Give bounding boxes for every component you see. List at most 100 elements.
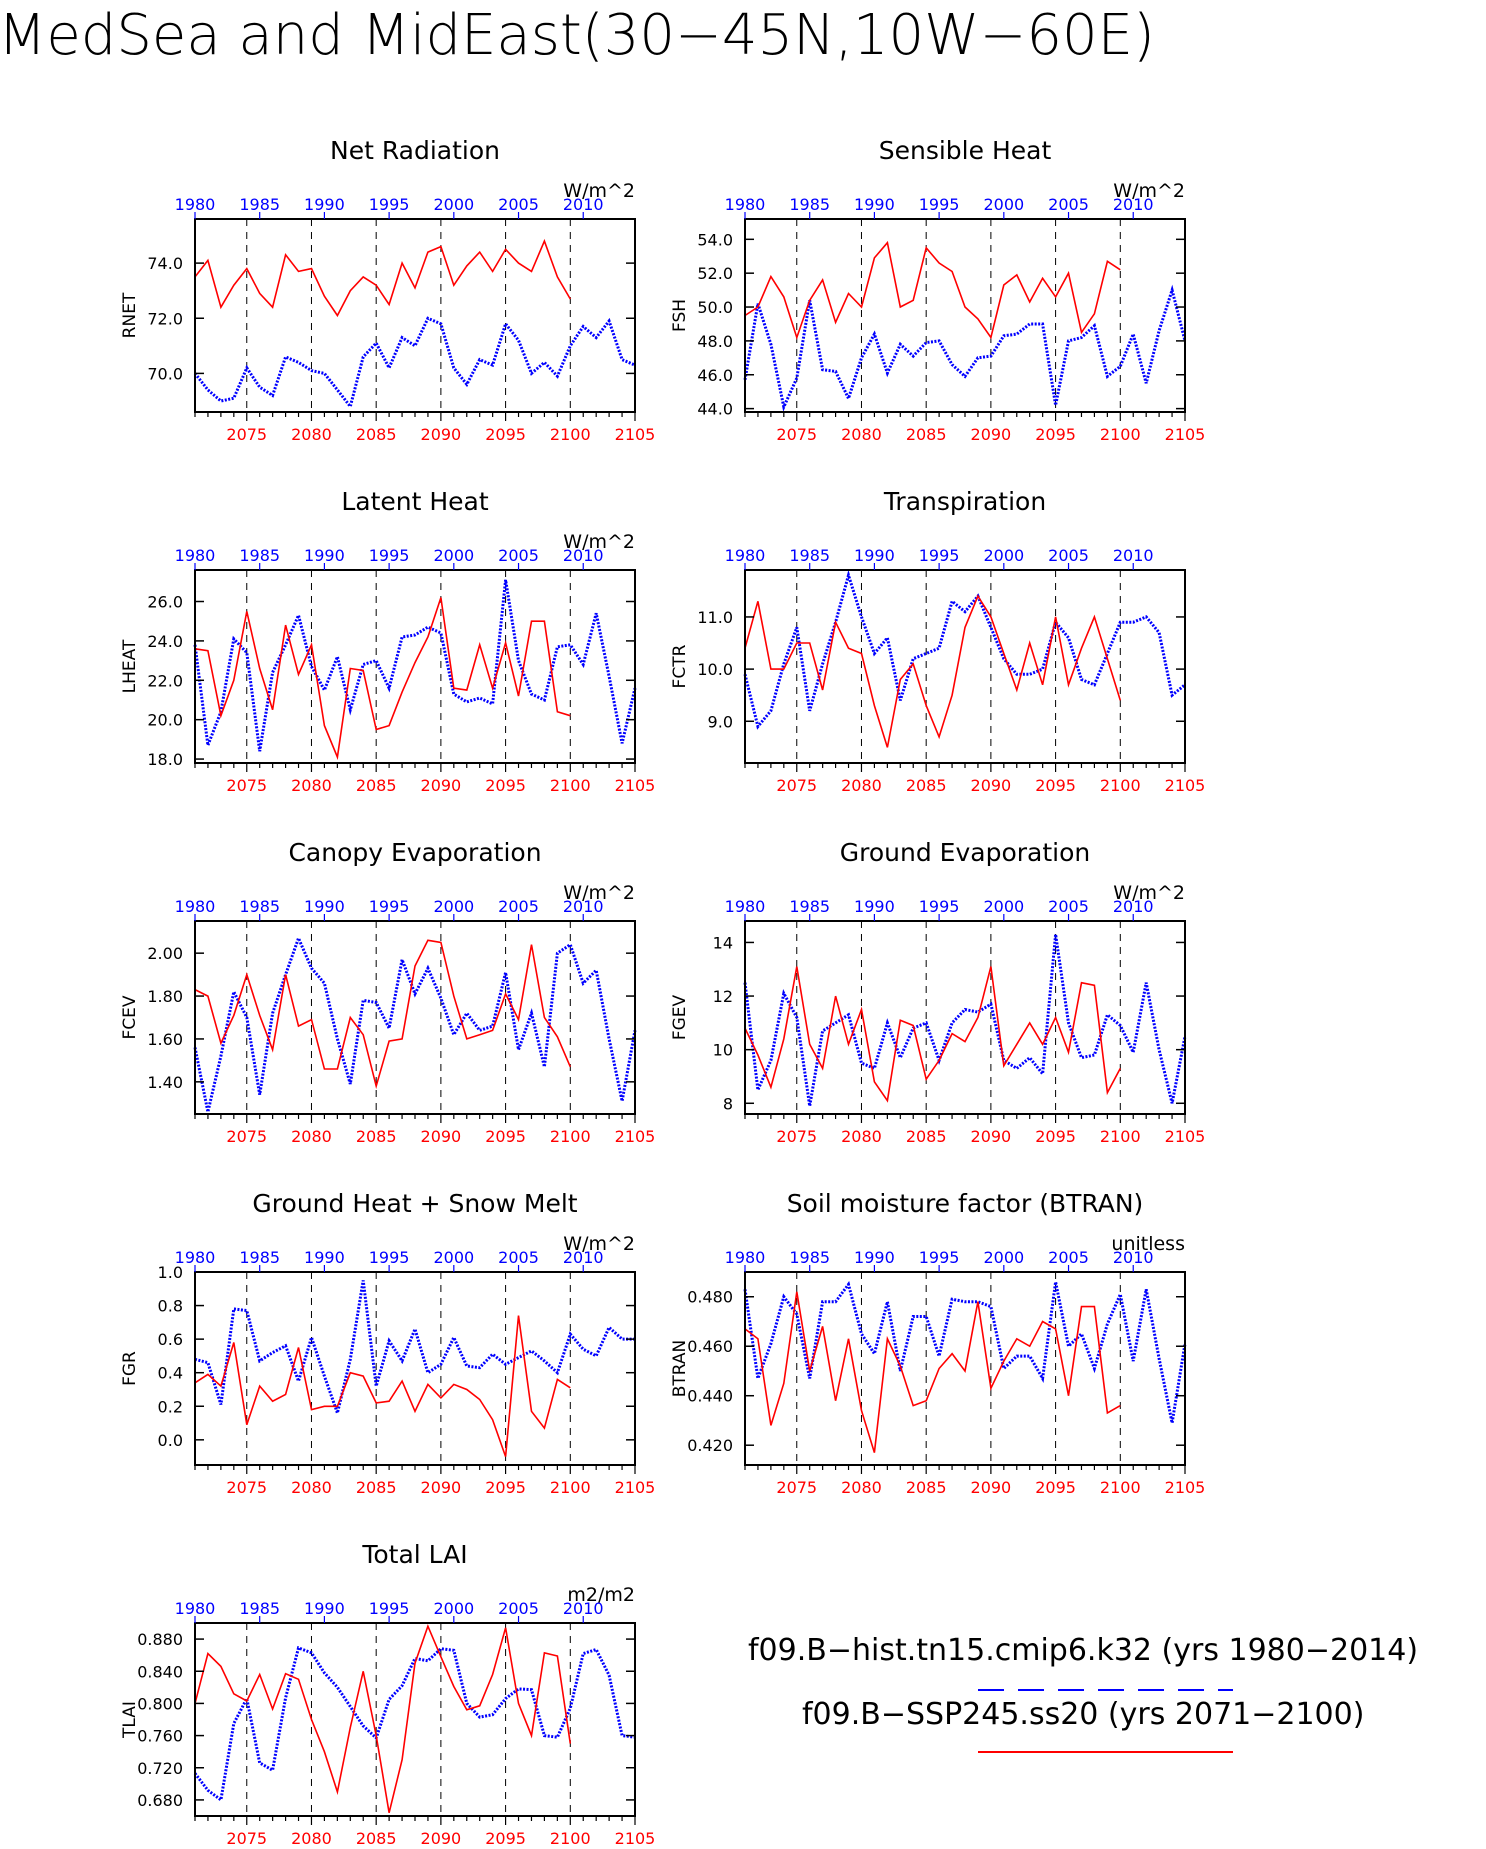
- x-top-label: 2010: [1113, 897, 1154, 916]
- x-bottom-label: 2100: [1100, 1127, 1141, 1146]
- x-bottom-label: 2095: [485, 1478, 526, 1497]
- x-top-label: 1995: [369, 195, 410, 214]
- panel-fctr: Transpiration FCTR 9.0 10.0 11.0 2075 2080 2085…: [670, 487, 1205, 795]
- y-tick-label: 0.420: [687, 1436, 733, 1455]
- x-top-label: 2005: [1048, 1248, 1089, 1267]
- x-top-label: 2010: [563, 897, 604, 916]
- panel-ylabel: FSH: [670, 299, 690, 332]
- x-bottom-label: 2090: [971, 776, 1012, 795]
- x-top-label: 1980: [725, 897, 766, 916]
- x-bottom-label: 2105: [615, 1127, 656, 1146]
- series-hist-line: [193, 579, 637, 752]
- y-tick-label: 0.460: [687, 1337, 733, 1356]
- y-tick-label: 1.40: [147, 1073, 183, 1092]
- x-top-label: 1990: [304, 1599, 345, 1618]
- x-top-label: 1990: [854, 897, 895, 916]
- x-bottom-label: 2100: [1100, 425, 1141, 444]
- series-future-line: [194, 597, 571, 761]
- x-top-label: 1980: [175, 546, 216, 565]
- plot-frame: [744, 569, 1186, 764]
- y-tick-label: 2.00: [147, 944, 183, 963]
- x-top-label: 1985: [239, 195, 280, 214]
- y-tick-label: 74.0: [147, 254, 183, 273]
- panel-units: W/m^2: [563, 1233, 635, 1255]
- panel-ylabel: TLAI: [120, 1701, 140, 1739]
- x-bottom-label: 2085: [356, 1829, 397, 1848]
- x-bottom-label: 2090: [421, 1829, 462, 1848]
- y-tick-label: 0.760: [137, 1727, 183, 1746]
- x-top-label: 1985: [239, 1248, 280, 1267]
- series-hist-line: [743, 284, 1187, 412]
- x-top-label: 1990: [304, 1248, 345, 1267]
- series-future-line: [194, 1623, 572, 1813]
- x-bottom-label: 2105: [1165, 425, 1206, 444]
- x-top-label: 2000: [983, 1248, 1024, 1267]
- x-top-label: 2000: [433, 1248, 474, 1267]
- x-bottom-label: 2080: [291, 1127, 332, 1146]
- x-top-label: 1980: [175, 195, 216, 214]
- y-tick-label: 54.0: [697, 230, 733, 249]
- x-bottom-label: 2080: [841, 425, 882, 444]
- series-hist-line: [743, 569, 1186, 730]
- y-tick-label: 10.0: [697, 660, 733, 679]
- x-bottom-label: 2080: [841, 776, 882, 795]
- x-top-label: 1990: [304, 195, 345, 214]
- panel-ylabel: RNET: [120, 292, 140, 338]
- y-tick-label: 1.80: [147, 987, 183, 1006]
- panel-title: Transpiration: [883, 487, 1046, 516]
- legend-future-label: f09.B−SSP245.ss20 (yrs 2071−2100): [802, 1697, 1364, 1732]
- x-bottom-label: 2090: [971, 1478, 1012, 1497]
- x-top-label: 2005: [498, 897, 539, 916]
- panel-units: W/m^2: [563, 882, 635, 904]
- x-bottom-label: 2095: [1035, 425, 1076, 444]
- x-bottom-label: 2100: [1100, 1478, 1141, 1497]
- x-bottom-label: 2090: [421, 425, 462, 444]
- x-top-label: 1990: [854, 546, 895, 565]
- x-bottom-label: 2085: [906, 425, 947, 444]
- y-tick-label: 11.0: [697, 608, 733, 627]
- panel-title: Ground Evaporation: [840, 838, 1090, 867]
- x-bottom-label: 2095: [485, 1829, 526, 1848]
- x-top-label: 1985: [239, 546, 280, 565]
- y-tick-label: 12: [713, 987, 733, 1006]
- series-future-line: [744, 594, 1122, 748]
- x-bottom-label: 2075: [226, 1127, 267, 1146]
- x-bottom-label: 2080: [841, 1127, 882, 1146]
- panel-fgr: Ground Heat + Snow Melt W/m^2 FGR 0.0 0.2 0.4…: [120, 1189, 655, 1497]
- y-tick-label: 1.60: [147, 1030, 183, 1049]
- panel-title: Canopy Evaporation: [288, 838, 541, 867]
- x-top-label: 2010: [563, 1248, 604, 1267]
- x-bottom-label: 2100: [550, 1127, 591, 1146]
- y-tick-label: 0.840: [137, 1662, 183, 1681]
- figure-title: MedSea and MidEast(30−45N,10W−60E): [0, 3, 1155, 68]
- x-bottom-label: 2095: [1035, 1478, 1076, 1497]
- plot-frame: [744, 920, 1186, 1115]
- panel-ylabel: LHEAT: [120, 639, 140, 693]
- x-top-label: 2010: [563, 1599, 604, 1618]
- x-bottom-label: 2100: [550, 776, 591, 795]
- y-tick-label: 0.880: [137, 1630, 183, 1649]
- x-top-label: 2010: [1113, 195, 1154, 214]
- x-top-label: 1980: [175, 1248, 216, 1267]
- x-top-label: 2010: [563, 195, 604, 214]
- x-bottom-label: 2090: [421, 776, 462, 795]
- x-bottom-label: 2105: [1165, 776, 1206, 795]
- x-top-label: 1980: [175, 897, 216, 916]
- x-bottom-label: 2105: [615, 1829, 656, 1848]
- x-bottom-label: 2075: [226, 1478, 267, 1497]
- x-top-label: 1980: [175, 1599, 216, 1618]
- y-tick-label: 0.4: [158, 1364, 183, 1383]
- panel-ylabel: BTRAN: [670, 1340, 690, 1398]
- y-tick-label: 9.0: [708, 712, 733, 731]
- x-top-label: 2005: [498, 1248, 539, 1267]
- x-top-label: 2005: [498, 195, 539, 214]
- y-tick-label: 0.480: [687, 1288, 733, 1307]
- y-tick-label: 0.6: [158, 1330, 183, 1349]
- y-tick-label: 72.0: [147, 309, 183, 328]
- x-top-label: 1995: [919, 1248, 960, 1267]
- panel-title: Latent Heat: [341, 487, 489, 516]
- panel-lheat: Latent Heat W/m^2 LHEAT 18.0 20.0 22.0 24.0 26.…: [120, 487, 655, 795]
- y-tick-label: 50.0: [697, 298, 733, 317]
- x-top-label: 2005: [1048, 195, 1089, 214]
